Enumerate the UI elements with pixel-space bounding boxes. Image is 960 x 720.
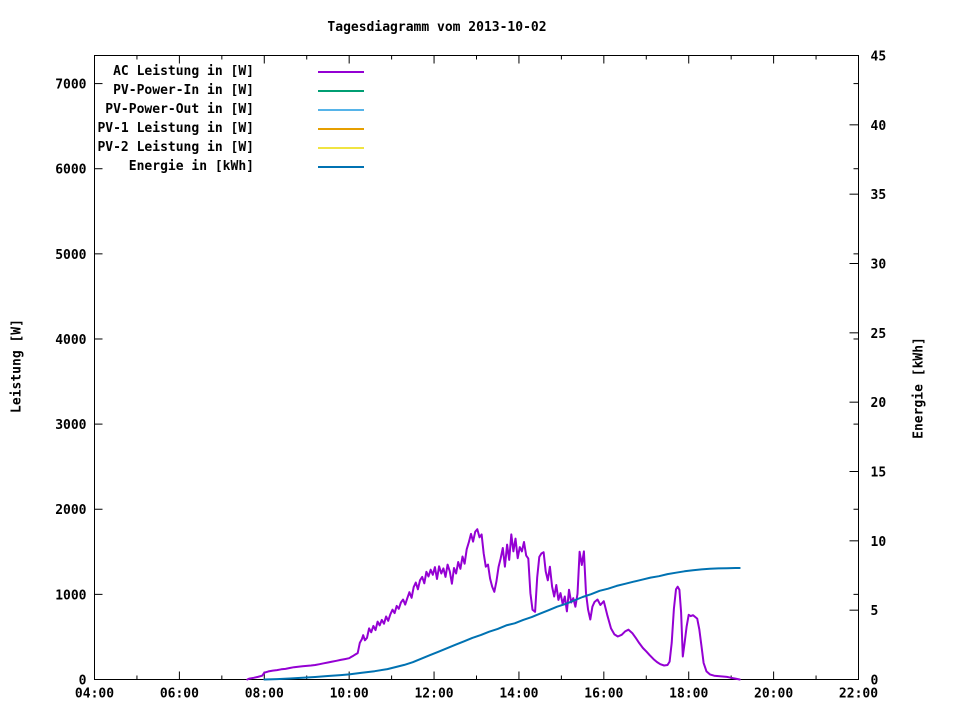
y1-tick-label: 0 xyxy=(79,674,87,689)
legend-swatch-ac-leistung xyxy=(318,70,364,73)
legend-item-energie: Energie in [kWh] xyxy=(94,157,364,176)
legend-label: Energie in [kWh] xyxy=(128,159,254,174)
series-ac-leistung-line xyxy=(246,528,741,681)
y2-tick-label: 10 xyxy=(871,535,887,550)
y2-tick-label: 5 xyxy=(871,604,879,619)
y1-tick-label: 7000 xyxy=(55,78,86,93)
x-tick-label: 10:00 xyxy=(330,687,369,702)
legend-swatch-pv-power-in xyxy=(318,89,364,92)
y1-tick-label: 6000 xyxy=(55,163,86,178)
y1-tick-label: 3000 xyxy=(55,418,86,433)
y1-tick-label: 2000 xyxy=(55,503,86,518)
legend: AC Leistung in [W] PV-Power-In in [W] PV-P… xyxy=(94,62,364,176)
legend-label: AC Leistung in [W] xyxy=(113,64,254,79)
legend-label: PV-2 Leistung in [W] xyxy=(97,140,254,155)
legend-item-pv-power-out: PV-Power-Out in [W] xyxy=(94,100,364,119)
legend-label: PV-Power-In in [W] xyxy=(113,83,254,98)
y2-tick-label: 35 xyxy=(871,188,887,203)
x-tick-label: 14:00 xyxy=(499,687,538,702)
legend-label: PV-Power-Out in [W] xyxy=(105,102,254,117)
x-tick-label: 08:00 xyxy=(245,687,284,702)
legend-item-pv-2-leistung: PV-2 Leistung in [W] xyxy=(94,138,364,157)
chart-title: Tagesdiagramm vom 2013-10-02 xyxy=(327,20,547,35)
y1-tick-label: 5000 xyxy=(55,248,86,263)
y2-tick-label: 25 xyxy=(871,327,887,342)
legend-swatch-energie xyxy=(318,165,364,168)
legend-label: PV-1 Leistung in [W] xyxy=(97,121,254,136)
series-energie-line xyxy=(263,567,741,681)
legend-item-pv-1-leistung: PV-1 Leistung in [W] xyxy=(94,119,364,138)
y2-tick-label: 45 xyxy=(871,50,887,65)
y2-tick-label: 15 xyxy=(871,466,887,481)
y2-tick-label: 30 xyxy=(871,258,887,273)
x-tick-label: 16:00 xyxy=(584,687,623,702)
plot-border xyxy=(94,55,859,680)
legend-swatch-pv-power-out xyxy=(318,108,364,111)
legend-item-pv-power-in: PV-Power-In in [W] xyxy=(94,81,364,100)
x-tick-label: 12:00 xyxy=(414,687,453,702)
x-tick-label: 04:00 xyxy=(75,687,114,702)
legend-swatch-pv-1-leistung xyxy=(318,127,364,130)
y2-tick-label: 40 xyxy=(871,119,887,134)
x-tick-label: 20:00 xyxy=(754,687,793,702)
legend-swatch-pv-2-leistung xyxy=(318,146,364,149)
x-tick-label: 06:00 xyxy=(160,687,199,702)
x-tick-label: 22:00 xyxy=(839,687,878,702)
legend-item-ac-leistung: AC Leistung in [W] xyxy=(94,62,364,81)
x-tick-label: 18:00 xyxy=(669,687,708,702)
y2-tick-label: 20 xyxy=(871,396,887,411)
y1-tick-label: 1000 xyxy=(55,588,86,603)
y1-tick-label: 4000 xyxy=(55,333,86,348)
y2-tick-label: 0 xyxy=(871,674,879,689)
